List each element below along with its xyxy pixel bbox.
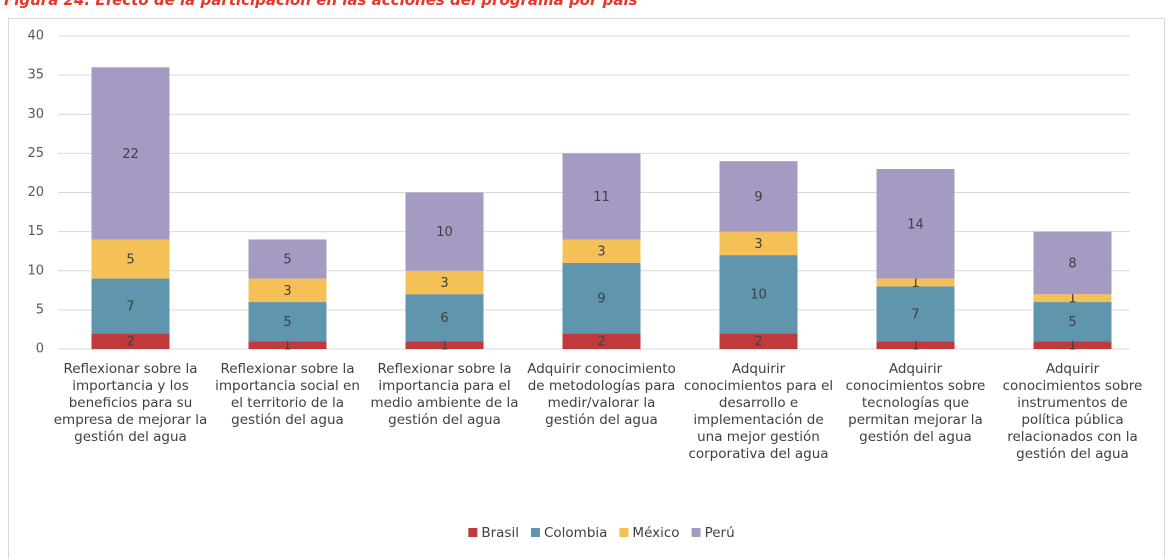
data-label: 7	[126, 299, 134, 314]
x-tick-label: Reflexionar sobre la importancia para el…	[370, 361, 519, 428]
data-label: 1	[1068, 339, 1076, 354]
x-tick-label: Adquirir conocimientos para el desarroll…	[683, 361, 834, 462]
data-label: 2	[597, 335, 605, 350]
data-label: 8	[1068, 256, 1076, 271]
data-label: 5	[126, 253, 134, 268]
x-tick-label: Adquirir conocimientos sobre tecnologías…	[845, 361, 986, 445]
legend-swatch	[530, 528, 540, 537]
bar-segment	[405, 192, 484, 271]
bar-segment	[876, 169, 955, 279]
y-tick-label: 35	[27, 68, 44, 83]
legend-label: Perú	[705, 525, 735, 541]
bar-segment	[91, 239, 170, 279]
x-tick-label: Adquirir conocimientos sobre instrumento…	[1002, 361, 1143, 462]
data-label: 14	[907, 217, 924, 232]
bar-segment	[91, 67, 170, 240]
data-label: 5	[1068, 315, 1076, 330]
data-label: 3	[440, 276, 448, 291]
chart-border	[8, 18, 1165, 559]
legend-swatch	[691, 528, 701, 537]
data-label: 5	[283, 253, 291, 268]
legend-label: Brasil	[481, 525, 519, 541]
data-label: 3	[754, 237, 762, 252]
data-label: 1	[911, 276, 919, 291]
legend-label: México	[632, 525, 679, 541]
y-tick-label: 25	[27, 146, 44, 161]
data-label: 1	[911, 339, 919, 354]
bar-segment	[719, 255, 798, 334]
bar-segment	[876, 341, 955, 349]
bar-segment	[562, 239, 641, 263]
bar-segment	[1033, 341, 1112, 349]
legend-label: Colombia	[544, 525, 607, 541]
data-label: 2	[754, 335, 762, 350]
data-label: 3	[283, 284, 291, 299]
data-label: 5	[283, 315, 291, 330]
data-label: 1	[1068, 292, 1076, 307]
bar-segment	[248, 239, 327, 279]
x-tick-label: Adquirir conocimiento de metodologías pa…	[527, 361, 676, 428]
bar-segment	[1033, 302, 1112, 342]
data-label: 2	[126, 335, 134, 350]
bar-segment	[248, 341, 327, 349]
data-label: 10	[750, 288, 767, 303]
data-label: 22	[122, 147, 139, 162]
bar-segment	[719, 231, 798, 256]
bar-segment	[719, 333, 798, 349]
y-tick-label: 40	[27, 29, 44, 44]
bar-segment	[248, 302, 327, 342]
y-tick-label: 30	[27, 107, 44, 122]
data-label: 10	[436, 225, 453, 240]
legend-swatch	[619, 528, 629, 537]
bar-segment	[562, 153, 641, 240]
data-label: 9	[754, 190, 762, 205]
y-tick-label: 20	[27, 185, 44, 200]
bar-segment	[405, 341, 484, 349]
chart-title: Figura 24. Efecto de la participación en…	[4, 0, 638, 9]
data-label: 11	[593, 190, 610, 205]
y-tick-label: 5	[36, 302, 44, 317]
bar-segment	[876, 278, 955, 287]
data-label: 9	[597, 292, 605, 307]
bar-segment	[1033, 294, 1112, 303]
bar-segment	[876, 286, 955, 342]
bar-segment	[405, 294, 484, 342]
data-label: 1	[440, 339, 448, 354]
data-label: 3	[597, 245, 605, 260]
x-tick-label: Reflexionar sobre la importancia social …	[215, 361, 360, 428]
bar-segment	[562, 262, 641, 334]
bar-segment	[91, 333, 170, 349]
y-tick-label: 10	[27, 263, 44, 278]
bar-segment	[719, 161, 798, 232]
legend-swatch	[468, 528, 478, 537]
bar-segment	[1033, 231, 1112, 295]
x-tick-label: Reflexionar sobre la importancia y los b…	[53, 361, 208, 445]
data-label: 6	[440, 311, 448, 326]
bar-segment	[562, 333, 641, 349]
data-label: 1	[283, 339, 291, 354]
bar-segment	[248, 278, 327, 303]
y-tick-label: 15	[27, 224, 44, 239]
y-tick-label: 0	[36, 342, 44, 357]
bar-segment	[91, 278, 170, 334]
data-label: 7	[911, 307, 919, 322]
bar-segment	[405, 270, 484, 295]
